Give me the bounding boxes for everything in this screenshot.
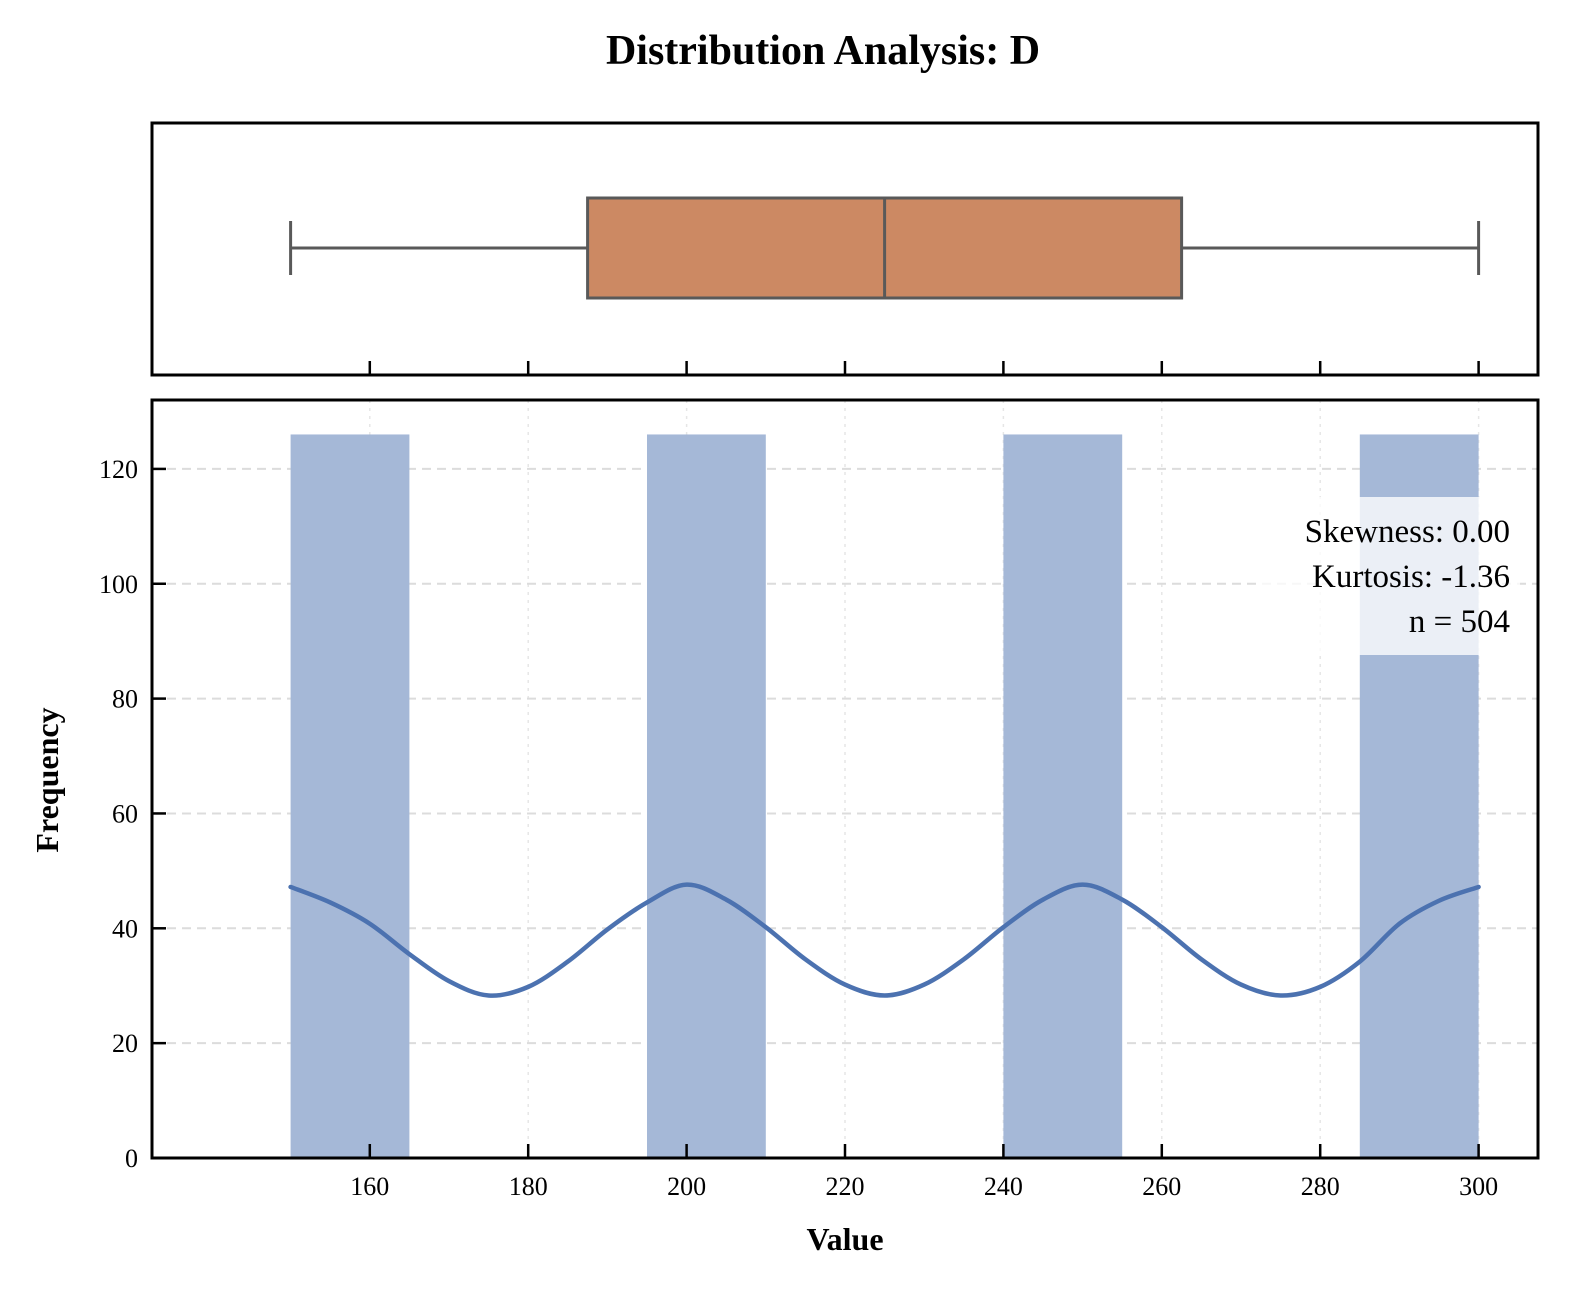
x-axis-label: Value xyxy=(806,1221,883,1257)
x-tick-label: 280 xyxy=(1301,1172,1340,1201)
x-tick-label: 200 xyxy=(667,1172,706,1201)
stats-box-background xyxy=(1262,497,1520,655)
y-tick-label: 0 xyxy=(125,1144,138,1173)
histogram-panel: 160 180 200 220 240 260 280 300 0 20 40 60 80 100 120… xyxy=(29,398,1540,1257)
x-tick-label: 240 xyxy=(984,1172,1023,1201)
stats-count: n = 504 xyxy=(1409,604,1510,640)
box-plot-panel xyxy=(150,121,1540,377)
x-tick-label: 220 xyxy=(826,1172,865,1201)
histogram-frame xyxy=(150,398,1540,1160)
kde-curve xyxy=(288,882,1481,998)
histogram-x-ticks: 160 180 200 220 240 260 280 300 xyxy=(350,1144,1498,1201)
histogram-bar xyxy=(290,434,410,1158)
x-tick-label: 180 xyxy=(509,1172,548,1201)
stats-skewness: Skewness: 0.00 xyxy=(1305,514,1510,550)
y-tick-label: 120 xyxy=(99,455,138,484)
y-tick-label: 20 xyxy=(112,1029,138,1058)
histogram-y-ticks: 0 20 40 60 80 100 120 xyxy=(99,455,166,1173)
y-tick-label: 60 xyxy=(112,799,138,828)
x-tick-label: 260 xyxy=(1142,1172,1181,1201)
x-tick-label: 160 xyxy=(350,1172,389,1201)
stats-kurtosis: Kurtosis: -1.36 xyxy=(1312,559,1510,595)
histogram-bar xyxy=(1003,434,1123,1158)
x-tick-label: 300 xyxy=(1459,1172,1498,1201)
y-tick-label: 40 xyxy=(112,914,138,943)
chart-title: Distribution Analysis: D xyxy=(606,28,1040,74)
histogram-bar xyxy=(647,434,766,1158)
box-plot-frame xyxy=(150,121,1540,377)
box-x-ticks xyxy=(368,361,1480,375)
y-tick-label: 100 xyxy=(99,570,138,599)
y-tick-label: 80 xyxy=(112,685,138,714)
y-axis-label: Frequency xyxy=(29,707,65,852)
